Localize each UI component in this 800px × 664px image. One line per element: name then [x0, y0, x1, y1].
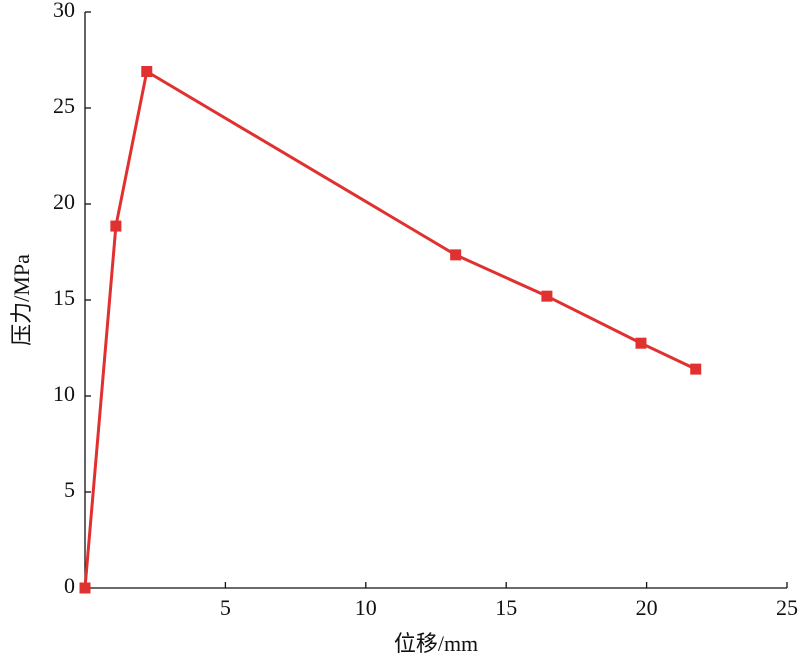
x-tick-label: 15: [495, 595, 517, 620]
x-tick-label: 25: [776, 595, 798, 620]
data-point: [635, 337, 647, 349]
y-tick-label: 20: [53, 189, 75, 214]
x-tick-label: 5: [220, 595, 231, 620]
y-tick-label: 25: [53, 93, 75, 118]
data-point: [141, 66, 153, 78]
x-axis-label: 位移/mm: [394, 631, 478, 656]
y-tick-label: 0: [64, 573, 75, 598]
data-line: [83, 70, 697, 589]
x-tick-label: 20: [636, 595, 658, 620]
y-tick-label: 30: [53, 0, 75, 22]
y-tick-label: 5: [64, 477, 75, 502]
data-point: [110, 220, 122, 232]
y-axis-label: 压力/MPa: [9, 254, 34, 346]
x-tick-label: 10: [355, 595, 377, 620]
y-tick-label: 10: [53, 381, 75, 406]
data-point: [450, 249, 462, 261]
y-tick-label: 15: [53, 285, 75, 310]
data-point: [690, 363, 702, 375]
data-point: [541, 290, 553, 302]
data-point: [79, 582, 91, 594]
